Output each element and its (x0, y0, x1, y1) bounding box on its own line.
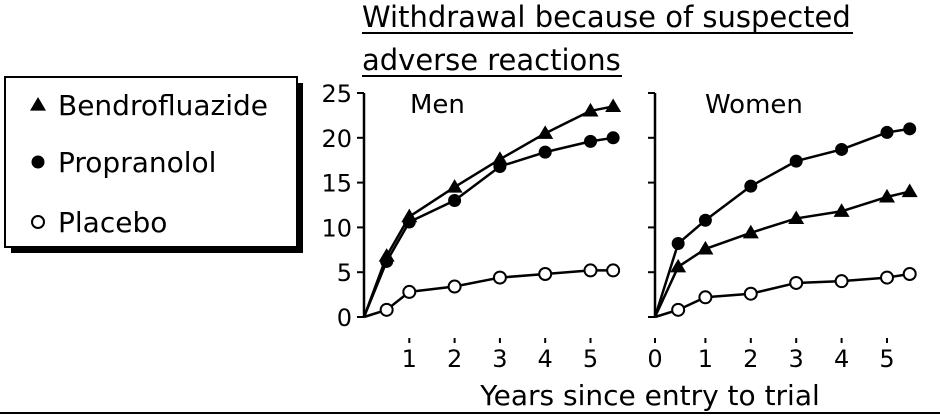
x-tick-label-men-1: 1 (402, 345, 417, 373)
point-women-placebo (671, 302, 686, 317)
x-tick-label-women-3: 3 (789, 345, 804, 373)
title-line-2: adverse reactions (362, 43, 621, 77)
point-women-placebo (902, 266, 917, 281)
legend-label-bendrofluazide: Bendrofluazide (58, 89, 268, 122)
y-tick-label-10: 10 (321, 214, 352, 242)
point-men-propranolol (606, 131, 620, 145)
x-tick-label-men-3: 3 (492, 345, 507, 373)
point-men-propranolol (538, 145, 552, 159)
point-women-propranolol (698, 213, 712, 227)
y-tick-label-15: 15 (321, 170, 352, 198)
point-men-placebo (447, 279, 462, 294)
point-men-placebo (492, 270, 507, 285)
series-line-men-placebo (363, 269, 614, 319)
point-women-placebo (880, 270, 894, 285)
legend-marker-bendrofluazide (30, 97, 46, 111)
x-tick-label-women-0: 0 (647, 345, 662, 373)
point-women-propranolol (880, 125, 894, 139)
x-tick-label-men-2: 2 (447, 345, 462, 373)
series-line-women-placebo (654, 272, 910, 319)
point-women-bendrofluazide (788, 210, 805, 225)
y-tick-label-0: 0 (337, 304, 352, 332)
point-women-placebo (743, 286, 758, 301)
point-men-propranolol (584, 134, 597, 148)
panel-label-men: Men (410, 90, 465, 120)
x-tick-label-men-5: 5 (583, 345, 598, 373)
point-men-bendrofluazide (537, 125, 554, 139)
point-men-placebo (379, 302, 394, 317)
point-men-placebo (402, 284, 417, 299)
legend-marker-placebo (31, 215, 45, 229)
legend-label-propranolol: Propranolol (58, 146, 216, 179)
point-women-placebo (698, 290, 713, 305)
point-men-placebo (606, 263, 621, 278)
point-women-bendrofluazide (879, 188, 895, 203)
legend-marker-propranolol (31, 155, 45, 169)
x-axis-label: Years since entry to trial (479, 379, 820, 412)
series-line-men-propranolol (362, 136, 614, 318)
point-men-propranolol (402, 215, 416, 229)
x-tick-label-women-1: 1 (698, 345, 713, 373)
point-women-propranolol (671, 237, 685, 251)
series-line-men-bendrofluazide (362, 105, 614, 318)
legend: Bendrofluazide Propranolol Placebo (4, 76, 303, 253)
point-men-bendrofluazide (582, 102, 599, 117)
point-women-placebo (789, 275, 804, 290)
panel-women: 0 1 2 3 4 5 Women (647, 90, 918, 373)
x-tick-label-women-5: 5 (879, 345, 894, 373)
panel-men: 0 5 10 15 20 25 1 2 3 4 5 Men (321, 80, 622, 373)
x-tick-label-women-2: 2 (743, 345, 758, 373)
point-women-bendrofluazide (901, 183, 918, 198)
point-men-placebo (583, 263, 598, 278)
point-women-bendrofluazide (833, 203, 850, 217)
point-women-bendrofluazide (697, 240, 714, 255)
point-women-placebo (834, 274, 849, 289)
x-tick-label-women-4: 4 (834, 345, 849, 373)
legend-label-placebo: Placebo (58, 206, 167, 239)
x-tick-label-men-4: 4 (538, 345, 553, 373)
panel-label-women: Women (705, 90, 803, 120)
point-women-bendrofluazide (742, 224, 759, 239)
point-women-propranolol (903, 122, 917, 136)
point-men-bendrofluazide (446, 179, 463, 193)
series-line-women-bendrofluazide (653, 190, 910, 318)
point-men-placebo (538, 266, 553, 281)
point-men-bendrofluazide (605, 98, 622, 113)
y-tick-label-25: 25 (321, 80, 352, 108)
chart-title: Withdrawal because of suspected adverse … (362, 0, 853, 77)
y-tick-label-20: 20 (321, 125, 352, 153)
point-women-propranolol (744, 179, 758, 193)
point-women-propranolol (789, 154, 803, 168)
point-men-propranolol (448, 194, 462, 208)
point-men-propranolol (380, 254, 394, 268)
point-men-propranolol (493, 159, 507, 173)
y-tick-label-5: 5 (337, 259, 352, 287)
point-women-propranolol (835, 142, 849, 156)
point-women-bendrofluazide (670, 258, 687, 273)
title-line-1: Withdrawal because of suspected (362, 0, 851, 34)
legend-box (4, 76, 298, 248)
